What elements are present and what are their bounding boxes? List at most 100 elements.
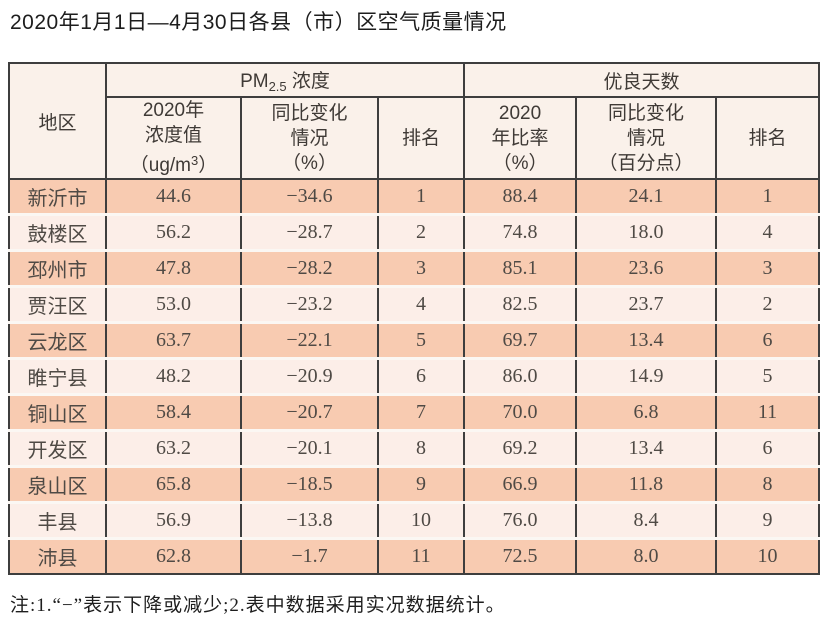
header-line: （ug/m3）	[107, 148, 240, 178]
unit-close: ）	[198, 155, 218, 176]
cell-pm25-rank: 8	[376, 430, 466, 468]
cell-pm25-value: 53.0	[105, 286, 242, 324]
cell-pm25-value: 63.2	[105, 430, 242, 468]
table-row: 泉山区 65.8 −18.5 9 66.9 11.8 8	[8, 466, 821, 504]
cell-pm25-rank: 10	[376, 502, 466, 540]
cell-good-rate: 70.0	[463, 394, 578, 432]
column-header-pm25-change: 同比变化 情况 （%）	[240, 96, 379, 180]
column-header-good-change: 同比变化 情况 （百分点）	[575, 96, 718, 180]
header-line: 同比变化	[271, 102, 348, 124]
cell-pm25-change: −28.2	[240, 250, 379, 288]
page-title: 2020年1月1日—4月30日各县（市）区空气质量情况	[10, 11, 507, 34]
cell-good-rate: 76.0	[463, 502, 578, 540]
cell-good-change: 24.1	[575, 179, 718, 216]
cell-pm25-rank: 7	[376, 394, 466, 432]
cell-pm25-rank: 11	[376, 538, 466, 575]
table-header: 地区 PM2.5 浓度 优良天数 2020年 浓度值 （ug/m3） 同比变化 …	[8, 62, 821, 180]
table-body: 新沂市 44.6 −34.6 1 88.4 24.1 1 鼓楼区 56.2 −2…	[8, 179, 821, 575]
pm25-label-prefix: PM	[240, 71, 269, 92]
cell-good-change: 6.8	[575, 394, 718, 432]
pm25-label-subscript: 2.5	[268, 79, 287, 94]
cell-good-change: 23.7	[575, 286, 718, 324]
cell-pm25-rank: 6	[376, 358, 466, 396]
cell-pm25-value: 44.6	[105, 179, 242, 216]
cell-pm25-rank: 1	[376, 179, 466, 216]
cell-good-rank: 8	[715, 466, 821, 504]
cell-pm25-value: 56.9	[105, 502, 242, 540]
cell-pm25-rank: 2	[376, 214, 466, 252]
footnote: 注:1.“−”表示下降或减少;2.表中数据采用实况数据统计。	[10, 595, 506, 616]
cell-pm25-change: −20.9	[240, 358, 379, 396]
header-line: （%）	[282, 152, 337, 174]
cell-pm25-rank: 4	[376, 286, 466, 324]
cell-pm25-value: 56.2	[105, 214, 242, 252]
cell-good-change: 14.9	[575, 358, 718, 396]
header-line: 浓度值	[144, 125, 202, 146]
table-row: 铜山区 58.4 −20.7 7 70.0 6.8 11	[8, 394, 821, 432]
cell-pm25-rank: 5	[376, 322, 466, 360]
cell-pm25-change: −20.1	[240, 430, 379, 468]
table-row: 云龙区 63.7 −22.1 5 69.7 13.4 6	[8, 322, 821, 360]
cell-region: 沛县	[8, 538, 107, 575]
cell-pm25-value: 63.7	[105, 322, 242, 360]
cell-good-rate: 86.0	[463, 358, 578, 396]
cell-pm25-change: −20.7	[240, 394, 379, 432]
cell-pm25-value: 62.8	[105, 538, 242, 575]
cell-pm25-rank: 3	[376, 250, 466, 288]
cell-good-rank: 2	[715, 286, 821, 324]
unit-open: （ug/m	[129, 155, 191, 176]
header-group-row: 地区 PM2.5 浓度 优良天数	[8, 62, 821, 180]
air-quality-table: 地区 PM2.5 浓度 优良天数 2020年 浓度值 （ug/m3） 同比变化 …	[8, 62, 821, 575]
cell-region: 云龙区	[8, 322, 107, 360]
cell-good-change: 13.4	[575, 430, 718, 468]
cell-pm25-change: −22.1	[240, 322, 379, 360]
column-group-pm25: PM2.5 浓度	[104, 62, 466, 98]
cell-region: 丰县	[8, 502, 107, 540]
cell-region: 邳州市	[8, 250, 107, 288]
cell-good-change: 8.0	[575, 538, 718, 575]
cell-pm25-value: 48.2	[105, 358, 242, 396]
header-line: 情况	[290, 127, 329, 149]
cell-good-change: 23.6	[575, 250, 718, 288]
cell-good-rate: 69.7	[463, 322, 578, 360]
table-row: 新沂市 44.6 −34.6 1 88.4 24.1 1	[8, 179, 821, 216]
cell-good-rank: 1	[715, 179, 821, 216]
cell-region: 铜山区	[8, 394, 107, 432]
cell-good-rank: 6	[715, 430, 821, 468]
table-row: 沛县 62.8 −1.7 11 72.5 8.0 10	[8, 538, 821, 575]
header-line: （%）	[492, 152, 548, 174]
column-header-good-rank: 排名	[715, 96, 821, 180]
cell-good-rate: 85.1	[463, 250, 578, 288]
cell-pm25-change: −13.8	[240, 502, 379, 540]
table-row: 睢宁县 48.2 −20.9 6 86.0 14.9 5	[8, 358, 821, 396]
cell-good-change: 18.0	[575, 214, 718, 252]
cell-region: 泉山区	[8, 466, 107, 504]
cell-good-rate: 88.4	[463, 179, 578, 216]
column-header-pm25-rank: 排名	[376, 96, 466, 180]
table-row: 丰县 56.9 −13.8 10 76.0 8.4 9	[8, 502, 821, 540]
cell-region: 新沂市	[8, 179, 107, 216]
cell-good-rank: 10	[715, 538, 821, 575]
cell-good-rank: 6	[715, 322, 821, 360]
header-line: （百分点）	[598, 152, 694, 174]
cell-good-rate: 66.9	[463, 466, 578, 504]
cell-pm25-value: 58.4	[105, 394, 242, 432]
cell-pm25-value: 65.8	[105, 466, 242, 504]
cell-good-rank: 11	[715, 394, 821, 432]
unit-superscript: 3	[191, 153, 199, 168]
header-line: 年比率	[491, 127, 549, 149]
cell-good-change: 11.8	[575, 466, 718, 504]
cell-pm25-value: 47.8	[105, 250, 242, 288]
cell-good-change: 8.4	[575, 502, 718, 540]
header-line: 2020年	[142, 100, 205, 121]
table-row: 开发区 63.2 −20.1 8 69.2 13.4 6	[8, 430, 821, 468]
cell-good-rank: 9	[715, 502, 821, 540]
column-header-good-rate: 2020 年比率 （%）	[463, 96, 578, 180]
cell-pm25-change: −18.5	[240, 466, 379, 504]
cell-region: 睢宁县	[8, 358, 107, 396]
table-row: 邳州市 47.8 −28.2 3 85.1 23.6 3	[8, 250, 821, 288]
cell-good-rank: 4	[715, 214, 821, 252]
cell-good-rate: 82.5	[463, 286, 578, 324]
column-group-good-days: 优良天数	[463, 62, 821, 98]
